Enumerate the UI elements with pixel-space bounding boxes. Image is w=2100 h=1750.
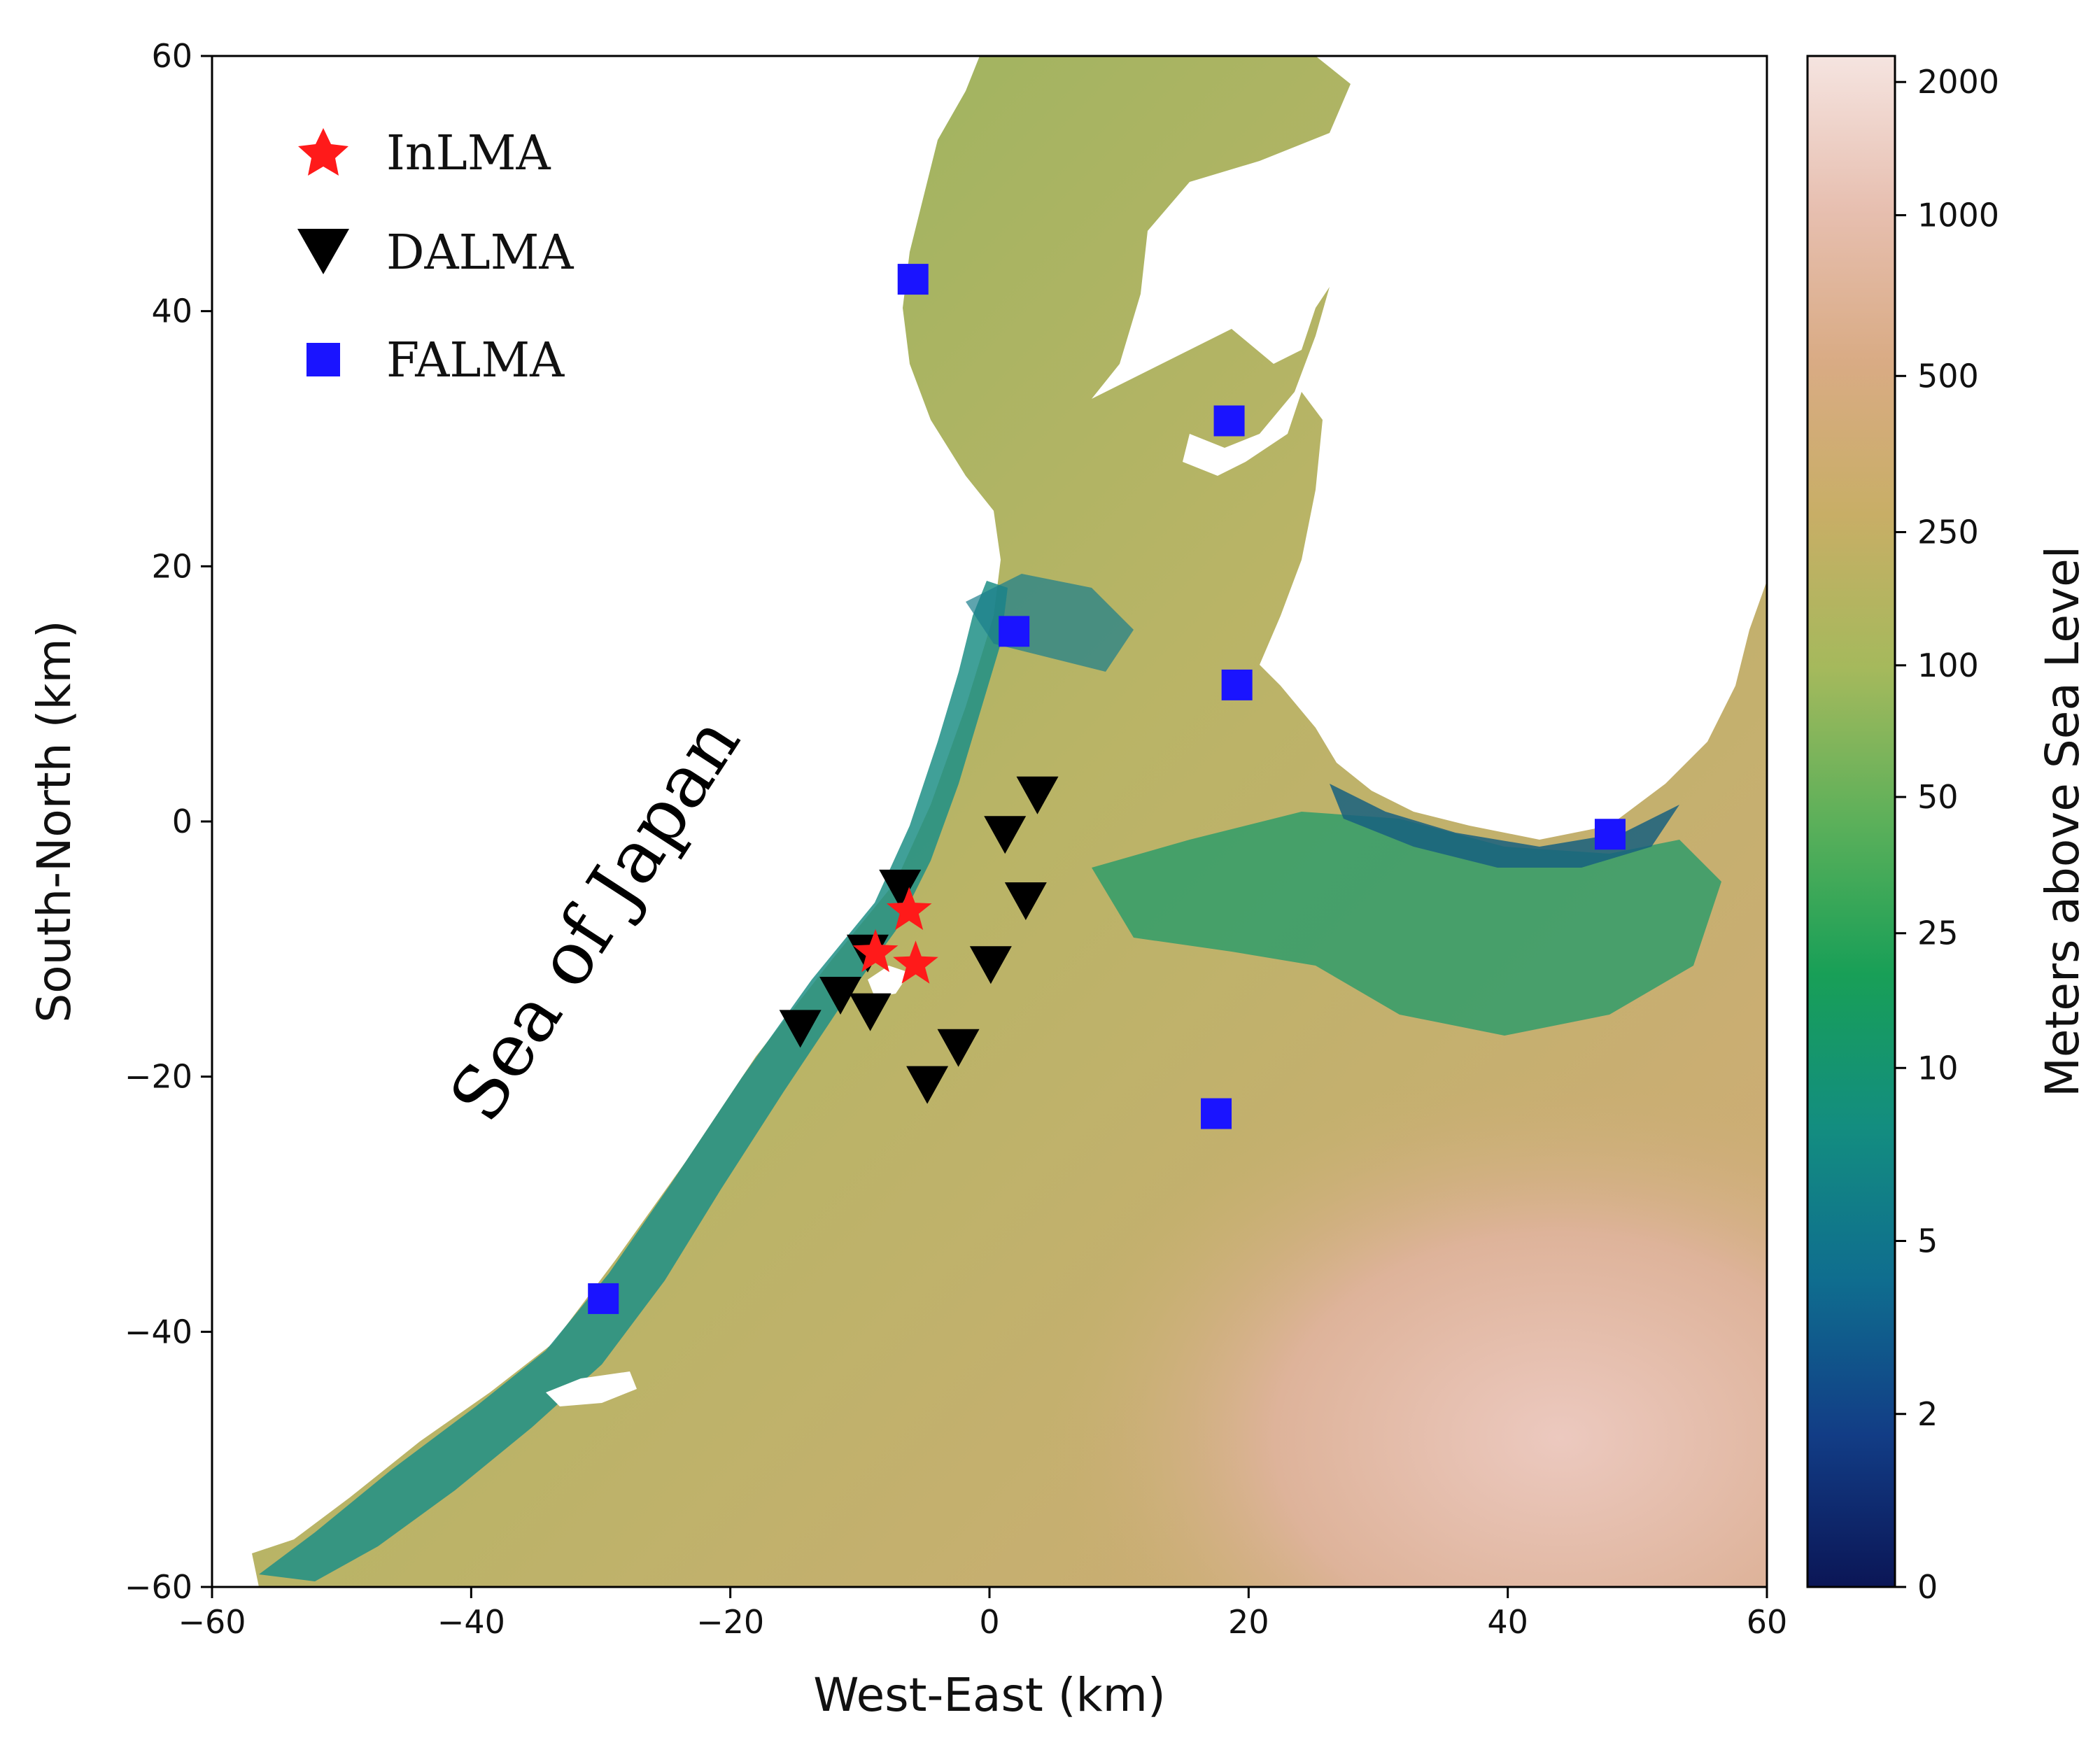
y-tick-label: −40	[125, 1313, 192, 1350]
colorbar-tick-label: 250	[1917, 513, 1979, 551]
y-axis-title: South-North (km)	[27, 620, 81, 1022]
square-icon	[306, 343, 340, 376]
y-tick-label: −60	[125, 1568, 192, 1606]
colorbar-tick-label: 0	[1917, 1568, 1938, 1606]
falma-station-marker	[1213, 405, 1245, 437]
inlma-stations	[852, 887, 938, 984]
y-axis-ticks: −60 −40 −20 0 20 40 60	[125, 37, 212, 1606]
x-tick-label: −40	[437, 1603, 505, 1641]
x-tick-label: −20	[696, 1603, 764, 1641]
falma-station-marker	[1201, 1098, 1232, 1129]
dalma-station-marker	[819, 976, 862, 1015]
inlma-station-marker	[852, 929, 899, 973]
y-tick-label: 20	[151, 547, 192, 585]
mid-lowland	[966, 574, 1134, 672]
lagoon	[546, 1371, 637, 1406]
dalma-station-marker	[969, 946, 1012, 985]
colorbar-tick-label: 50	[1917, 778, 1959, 816]
colorbar-tick-label: 5	[1917, 1222, 1938, 1260]
colorbar-tick-label: 25	[1917, 915, 1959, 952]
colorbar-tick-label: 100	[1917, 647, 1979, 684]
inlma-station-marker	[886, 887, 932, 931]
legend: InLMA DALMA FALMA	[297, 126, 574, 388]
x-axis-ticks: −60 −40 −20 0 20 40 60	[178, 1587, 1787, 1641]
dalma-station-marker	[984, 816, 1027, 854]
falma-station-marker	[1221, 669, 1253, 700]
falma-station-marker	[1594, 819, 1626, 850]
x-tick-label: 0	[979, 1603, 999, 1641]
dalma-station-marker	[879, 869, 922, 908]
legend-label-dalma: DALMA	[386, 225, 574, 281]
colorbar-frame	[1806, 55, 1896, 1588]
dalma-station-marker	[779, 1010, 822, 1048]
y-tick-label: −20	[125, 1058, 192, 1096]
colorbar-tick-label: 1000	[1917, 197, 1999, 234]
dalma-station-marker	[849, 993, 892, 1031]
colorbar-tick-label: 2000	[1917, 63, 1999, 101]
x-tick-label: 40	[1487, 1603, 1528, 1641]
x-tick-label: −60	[178, 1603, 246, 1641]
y-tick-label: 60	[151, 37, 192, 75]
dalma-station-marker	[906, 1066, 949, 1104]
falma-station-marker	[999, 616, 1030, 647]
falma-station-marker	[897, 264, 929, 295]
dalma-station-marker	[1016, 776, 1059, 814]
northern-coast-lowland	[1330, 784, 1679, 868]
lagoon	[868, 966, 910, 997]
colorbar-tick-label: 10	[1917, 1049, 1959, 1087]
falma-station-marker	[588, 1283, 619, 1314]
x-tick-label: 60	[1747, 1603, 1788, 1641]
legend-label-falma: FALMA	[386, 333, 565, 388]
y-tick-label: 0	[172, 803, 192, 840]
down-triangle-icon	[297, 229, 349, 274]
colorbar-fill	[1807, 56, 1895, 1587]
x-axis-title: West-East (km)	[813, 1668, 1165, 1722]
dalma-station-marker	[937, 1029, 980, 1067]
dalma-station-marker	[1004, 882, 1047, 921]
inlma-station-marker	[893, 940, 938, 984]
y-tick-label: 40	[151, 292, 192, 330]
legend-label-inlma: InLMA	[386, 126, 551, 181]
colorbar-tick-label: 500	[1917, 357, 1979, 395]
colorbar-tick-label: 2	[1917, 1395, 1938, 1433]
colorbar-title: Meters above Sea Level	[2036, 546, 2090, 1097]
mountain-region	[826, 910, 1767, 1587]
star-icon	[298, 128, 348, 176]
x-tick-label: 20	[1228, 1603, 1269, 1641]
falma-stations	[588, 264, 1626, 1314]
